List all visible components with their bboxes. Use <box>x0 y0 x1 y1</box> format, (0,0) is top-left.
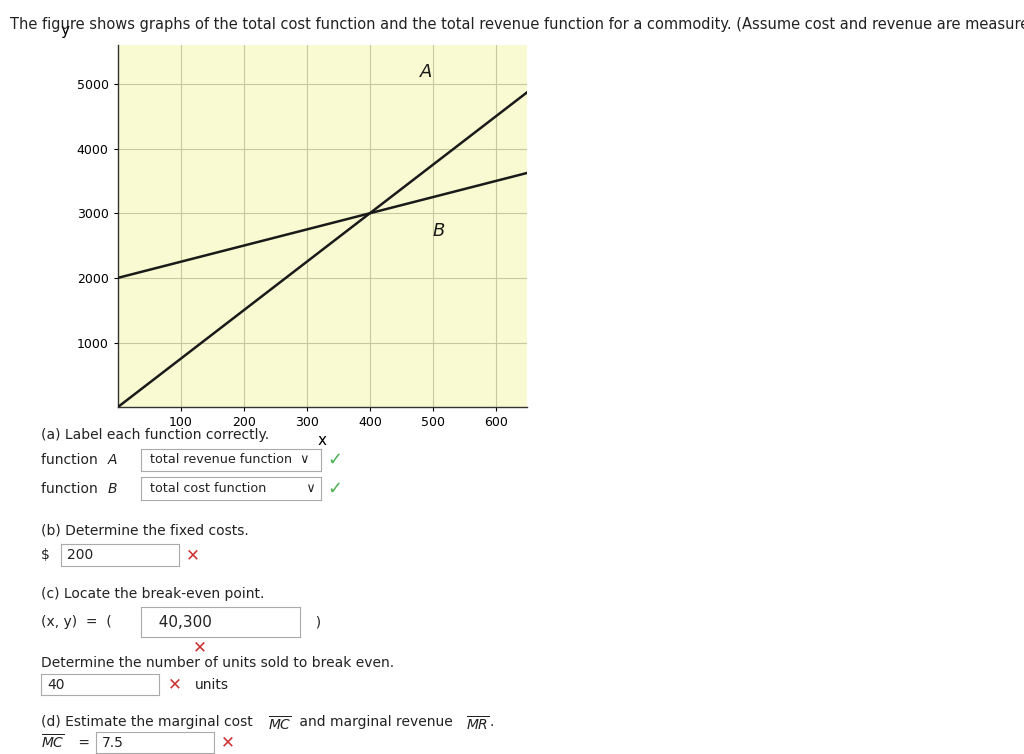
Text: total revenue function  ∨: total revenue function ∨ <box>151 453 310 467</box>
Text: The figure shows graphs of the total cost function and the total revenue functio: The figure shows graphs of the total cos… <box>10 17 1024 32</box>
Text: 40,300: 40,300 <box>150 615 212 630</box>
Text: $\overline{MR}$: $\overline{MR}$ <box>466 715 489 733</box>
Text: B: B <box>108 482 117 495</box>
Text: (x, y)  =  (: (x, y) = ( <box>41 615 112 629</box>
Text: (c) Locate the break-even point.: (c) Locate the break-even point. <box>41 587 264 601</box>
Text: 7.5: 7.5 <box>102 736 124 749</box>
Text: ✕: ✕ <box>168 676 182 694</box>
Text: 200: 200 <box>68 548 93 562</box>
Y-axis label: y: y <box>60 23 69 38</box>
Text: function: function <box>41 482 102 495</box>
Text: Determine the number of units sold to break even.: Determine the number of units sold to br… <box>41 656 394 670</box>
Text: ✕: ✕ <box>186 546 201 564</box>
Text: .: . <box>489 715 494 729</box>
Text: (a) Label each function correctly.: (a) Label each function correctly. <box>41 428 269 443</box>
Text: ✕: ✕ <box>221 734 236 752</box>
Text: and marginal revenue: and marginal revenue <box>295 715 457 729</box>
Text: B: B <box>433 222 445 240</box>
X-axis label: x: x <box>318 434 327 449</box>
Text: A: A <box>108 453 117 467</box>
Text: A: A <box>420 63 433 81</box>
Text: $\overline{MC}$: $\overline{MC}$ <box>268 715 292 733</box>
Text: units: units <box>195 678 228 691</box>
Text: ): ) <box>307 615 322 629</box>
Text: ✕: ✕ <box>193 639 207 657</box>
Text: ✓: ✓ <box>328 480 343 498</box>
Text: (d) Estimate the marginal cost: (d) Estimate the marginal cost <box>41 715 257 729</box>
Text: ✓: ✓ <box>328 451 343 469</box>
Text: function: function <box>41 453 102 467</box>
Text: $\overline{MC}$: $\overline{MC}$ <box>41 734 65 752</box>
Text: (b) Determine the fixed costs.: (b) Determine the fixed costs. <box>41 523 249 538</box>
Text: =: = <box>74 736 94 749</box>
Text: 40: 40 <box>47 678 65 691</box>
Text: total cost function          ∨: total cost function ∨ <box>151 482 316 495</box>
Text: $: $ <box>41 548 54 562</box>
